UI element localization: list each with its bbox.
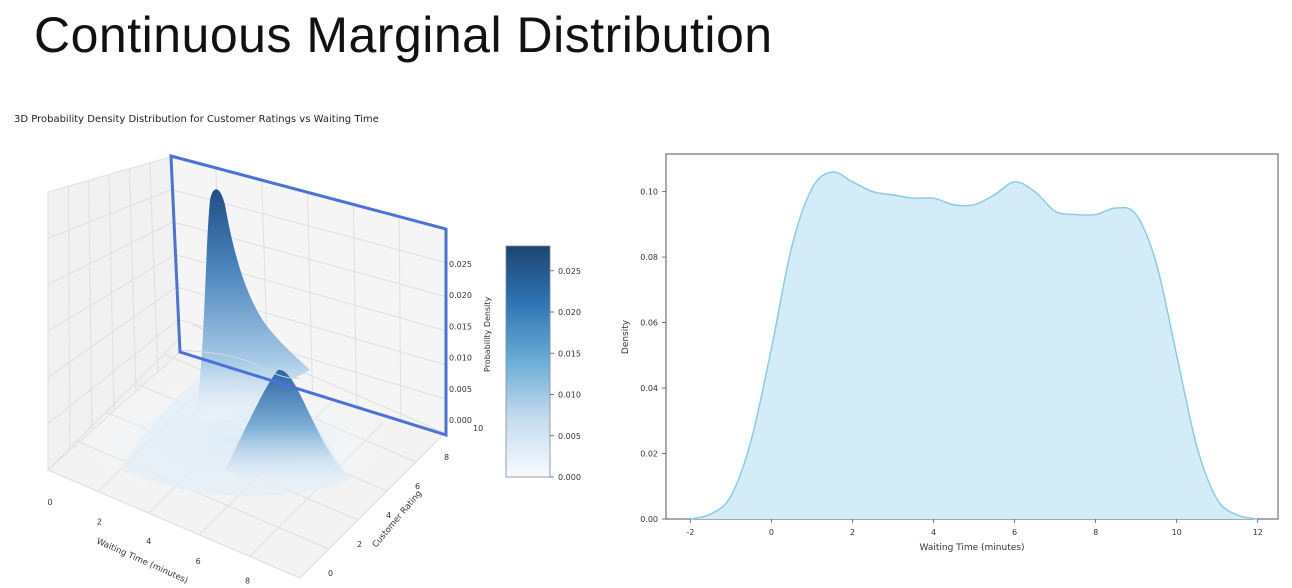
- x-tick-label: 4: [146, 537, 151, 546]
- z-tick-label: 0.010: [449, 354, 472, 363]
- z-tick-label: 0.025: [449, 260, 472, 269]
- y-tick-label: 0: [328, 569, 333, 578]
- x-tick-label: 2: [850, 528, 855, 537]
- y-tick-label: 6: [415, 482, 420, 491]
- x-tick-label: 4: [931, 528, 936, 537]
- y-tick-label: 0.10: [640, 188, 658, 197]
- y-axis-label: Density: [621, 319, 631, 354]
- y-axis-ticks: 0 2 4 6 8 10: [328, 424, 483, 578]
- z-tick-label: 0.020: [449, 291, 472, 300]
- density-area: [690, 171, 1258, 519]
- x-axis-ticks: -2 0 2 4 6 8 10 12: [686, 519, 1263, 537]
- y-tick-label: 0.06: [640, 319, 658, 328]
- x-tick-label: 0: [769, 528, 774, 537]
- colorbar: 0.000 0.005 0.010 0.015 0.020 0.025: [505, 245, 581, 482]
- x-tick-label: 8: [245, 576, 250, 585]
- z-tick-label: 0.000: [449, 416, 472, 425]
- y-tick-label: 4: [386, 511, 391, 520]
- slide-title: Continuous Marginal Distribution: [34, 7, 773, 63]
- colorbar-tick-label: 0.025: [558, 267, 581, 276]
- x-tick-label: 12: [1253, 528, 1263, 537]
- slice-plane: [169, 154, 448, 438]
- y-tick-label: 0.02: [640, 450, 658, 459]
- surface-chart-title: 3D Probability Density Distribution for …: [14, 114, 379, 125]
- colorbar-tick-label: 0.015: [558, 349, 581, 358]
- density-line: [690, 171, 1258, 520]
- x-tick-label: 0: [47, 498, 52, 507]
- z-tick-label: 0.015: [449, 322, 472, 331]
- x-tick-label: 10: [1172, 528, 1182, 537]
- colorbar-tick-label: 0.020: [558, 308, 581, 317]
- y-tick-label: 10: [473, 424, 483, 433]
- y-tick-label: 0.08: [640, 253, 658, 262]
- z-axis-ticks: 0.000 0.005 0.010 0.015 0.020 0.025: [449, 260, 472, 425]
- x-tick-label: -2: [686, 528, 694, 537]
- density-surface: [85, 189, 385, 498]
- colorbar-ticks: 0.000 0.005 0.010 0.015 0.020 0.025: [550, 267, 581, 482]
- x-tick-label: 2: [97, 518, 102, 527]
- x-tick-label: 8: [1093, 528, 1098, 537]
- x-axis-label: Waiting Time (minutes): [920, 543, 1025, 553]
- z-tick-label: 0.005: [449, 385, 472, 394]
- y-tick-label: 2: [357, 540, 362, 549]
- y-axis-ticks: 0.00 0.02 0.04 0.06 0.08 0.10: [640, 188, 666, 524]
- surface-3d-chart: 0 2 4 6 8 10 0 2 4 6 8 10 0.000 0.005 0.010 0.015 0.02…: [47, 154, 581, 586]
- y-tick-label: 0.00: [640, 515, 658, 524]
- colorbar-tick-label: 0.005: [558, 432, 581, 441]
- z-axis-label: Probability Density: [483, 296, 492, 372]
- colorbar-tick-label: 0.010: [558, 391, 581, 400]
- colorbar-tick-label: 0.000: [558, 473, 581, 482]
- y-tick-label: 8: [444, 453, 449, 462]
- x-tick-label: 6: [1012, 528, 1017, 537]
- y-tick-label: 0.04: [640, 384, 658, 393]
- x-tick-label: 6: [196, 557, 201, 566]
